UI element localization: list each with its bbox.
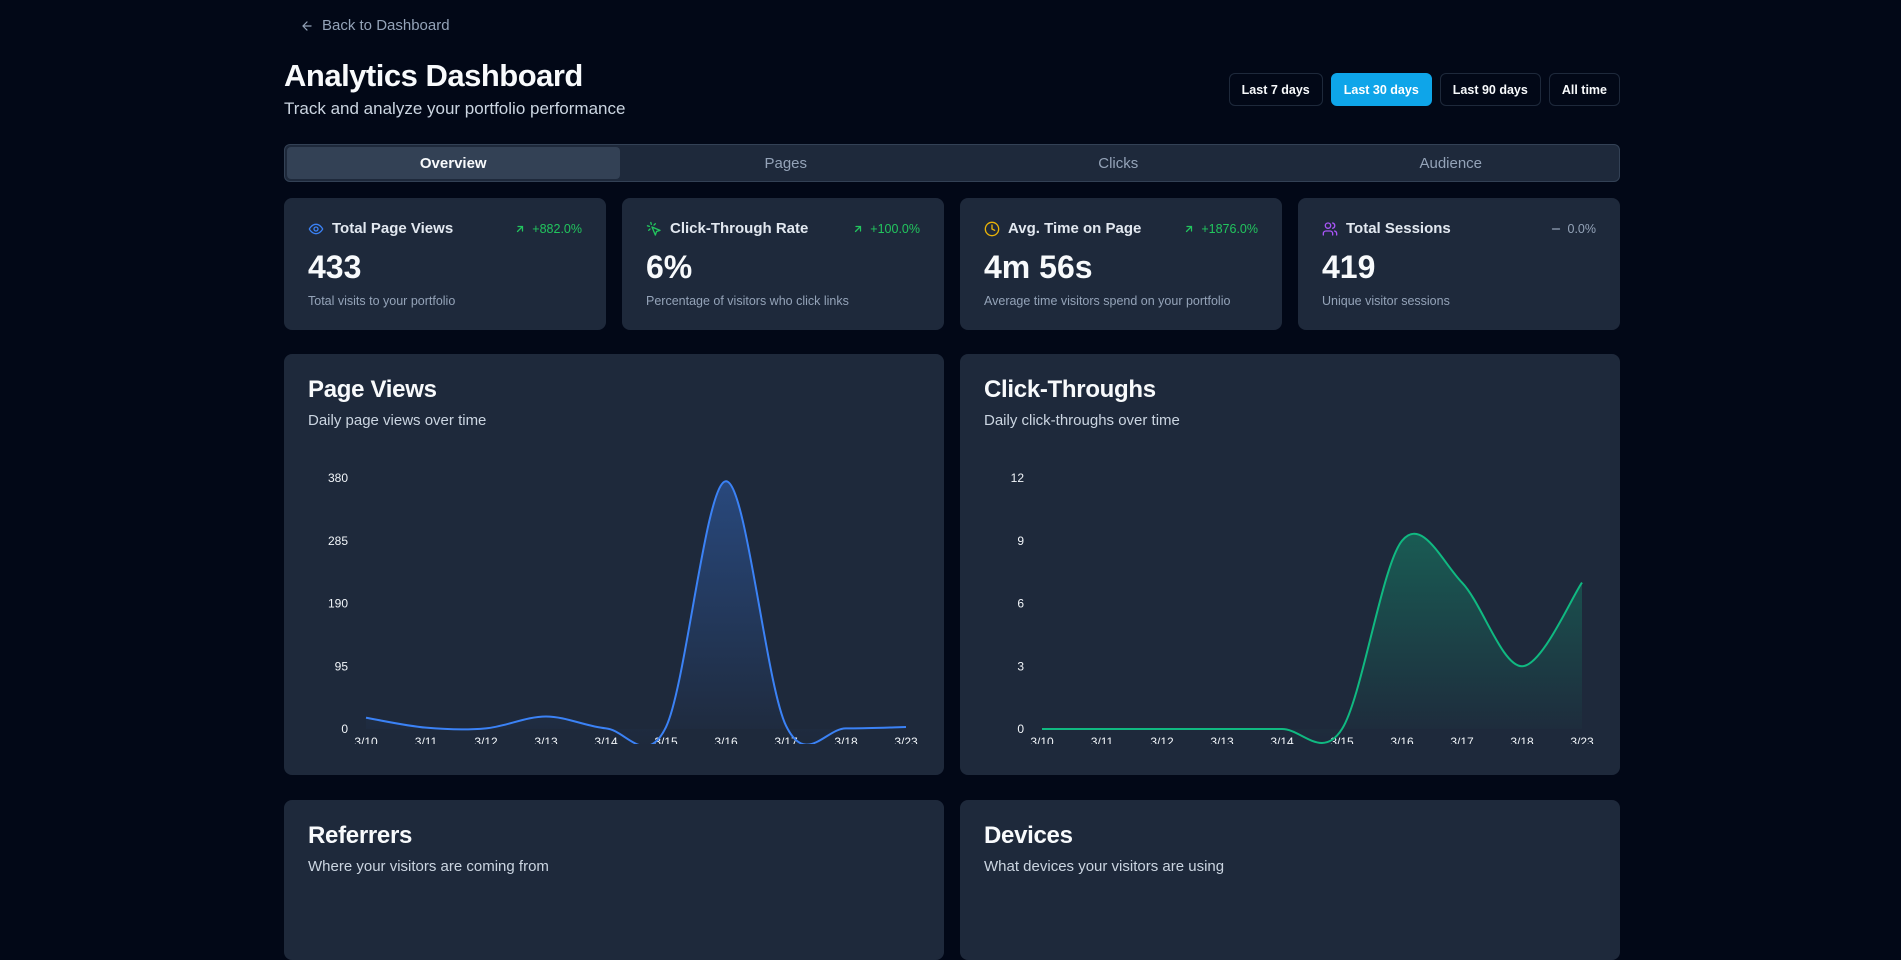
stat-label: Total Page Views <box>332 220 453 237</box>
devices-card: Devices What devices your visitors are u… <box>960 800 1620 960</box>
range-button-7-days[interactable]: Last 7 days <box>1229 73 1323 106</box>
y-tick-label: 285 <box>328 534 348 548</box>
x-tick-label: 3/12 <box>474 735 498 744</box>
stat-delta-value: +100.0% <box>870 222 920 236</box>
series-line <box>366 481 906 744</box>
stat-value: 419 <box>1322 249 1596 286</box>
users-icon <box>1322 221 1338 237</box>
x-tick-label: 3/11 <box>1091 735 1114 744</box>
stat-value: 4m 56s <box>984 249 1258 286</box>
trend-up-icon <box>514 223 526 235</box>
pointer-click-icon <box>646 221 662 237</box>
range-button-90-days[interactable]: Last 90 days <box>1440 73 1541 106</box>
x-tick-label: 3/23 <box>894 735 918 744</box>
stat-description: Average time visitors spend on your port… <box>984 294 1258 308</box>
y-tick-label: 9 <box>1017 534 1024 548</box>
trend-up-icon <box>852 223 864 235</box>
range-button-all-time[interactable]: All time <box>1549 73 1620 106</box>
y-tick-label: 190 <box>328 597 348 611</box>
x-tick-label: 3/17 <box>1450 735 1474 744</box>
trend-up-icon <box>1183 223 1195 235</box>
y-tick-label: 380 <box>328 471 348 485</box>
card-subtitle: Where your visitors are coming from <box>308 858 920 875</box>
y-tick-label: 12 <box>1011 471 1025 485</box>
stat-value: 433 <box>308 249 582 286</box>
card-title: Referrers <box>308 822 920 850</box>
back-to-dashboard-link[interactable]: Back to Dashboard <box>300 17 450 34</box>
card-title: Page Views <box>308 376 920 404</box>
stat-label: Total Sessions <box>1346 220 1451 237</box>
bottom-cards: Referrers Where your visitors are coming… <box>284 800 1620 960</box>
series-area <box>1042 534 1582 743</box>
stat-label: Click-Through Rate <box>670 220 808 237</box>
y-tick-label: 6 <box>1017 597 1024 611</box>
stat-description: Percentage of visitors who click links <box>646 294 920 308</box>
range-button-30-days[interactable]: Last 30 days <box>1331 73 1432 106</box>
stat-description: Unique visitor sessions <box>1322 294 1596 308</box>
x-tick-label: 3/18 <box>1510 735 1534 744</box>
y-tick-label: 95 <box>335 659 349 673</box>
stat-delta: +882.0% <box>514 222 582 236</box>
x-tick-label: 3/14 <box>594 735 618 744</box>
x-tick-label: 3/16 <box>714 735 738 744</box>
x-tick-label: 3/12 <box>1150 735 1174 744</box>
card-subtitle: Daily click-throughs over time <box>984 412 1596 429</box>
stat-delta: 0.0% <box>1550 222 1597 236</box>
back-label: Back to Dashboard <box>322 17 450 34</box>
stat-delta: +1876.0% <box>1183 222 1258 236</box>
stat-description: Total visits to your portfolio <box>308 294 582 308</box>
x-tick-label: 3/16 <box>1390 735 1414 744</box>
click-throughs-card: Click-Throughs Daily click-throughs over… <box>960 354 1620 775</box>
y-tick-label: 3 <box>1017 659 1024 673</box>
chart-cards: Page Views Daily page views over time 0 9… <box>284 354 1620 775</box>
x-tick-label: 3/13 <box>534 735 558 744</box>
tab-clicks[interactable]: Clicks <box>952 147 1285 179</box>
minus-icon <box>1550 223 1562 235</box>
y-tick-label: 0 <box>1017 722 1024 736</box>
card-title: Click-Throughs <box>984 376 1596 404</box>
y-tick-label: 0 <box>341 722 348 736</box>
x-tick-label: 3/18 <box>834 735 858 744</box>
stat-value: 6% <box>646 249 920 286</box>
page-views-card: Page Views Daily page views over time 0 9… <box>284 354 944 775</box>
arrow-left-icon <box>300 19 314 33</box>
card-subtitle: Daily page views over time <box>308 412 920 429</box>
stat-card-total-sessions: Total Sessions 0.0% 419 Unique visitor s… <box>1298 198 1620 330</box>
page-title: Analytics Dashboard <box>284 58 583 94</box>
stat-cards: Total Page Views +882.0% 433 Total visit… <box>284 198 1620 330</box>
stat-delta-value: 0.0% <box>1568 222 1597 236</box>
tab-pages[interactable]: Pages <box>620 147 953 179</box>
card-subtitle: What devices your visitors are using <box>984 858 1596 875</box>
page-subtitle: Track and analyze your portfolio perform… <box>284 99 625 119</box>
clock-icon <box>984 221 1000 237</box>
x-tick-label: 3/14 <box>1270 735 1294 744</box>
stat-delta-value: +1876.0% <box>1201 222 1258 236</box>
tab-audience[interactable]: Audience <box>1285 147 1618 179</box>
tab-bar: Overview Pages Clicks Audience <box>284 144 1620 182</box>
date-range-selector: Last 7 days Last 30 days Last 90 days Al… <box>1229 73 1620 106</box>
stat-card-click-through-rate: Click-Through Rate +100.0% 6% Percentage… <box>622 198 944 330</box>
card-title: Devices <box>984 822 1596 850</box>
referrers-card: Referrers Where your visitors are coming… <box>284 800 944 960</box>
tab-overview[interactable]: Overview <box>287 147 620 179</box>
eye-icon <box>308 221 324 237</box>
stat-delta-value: +882.0% <box>532 222 582 236</box>
stat-label: Avg. Time on Page <box>1008 220 1141 237</box>
stat-card-avg-time: Avg. Time on Page +1876.0% 4m 56s Averag… <box>960 198 1282 330</box>
stat-delta: +100.0% <box>852 222 920 236</box>
x-tick-label: 3/23 <box>1570 735 1594 744</box>
x-tick-label: 3/10 <box>354 735 378 744</box>
x-tick-label: 3/10 <box>1030 735 1054 744</box>
series-area <box>366 481 906 744</box>
x-tick-label: 3/11 <box>415 735 438 744</box>
x-tick-label: 3/13 <box>1210 735 1234 744</box>
stat-card-page-views: Total Page Views +882.0% 433 Total visit… <box>284 198 606 330</box>
